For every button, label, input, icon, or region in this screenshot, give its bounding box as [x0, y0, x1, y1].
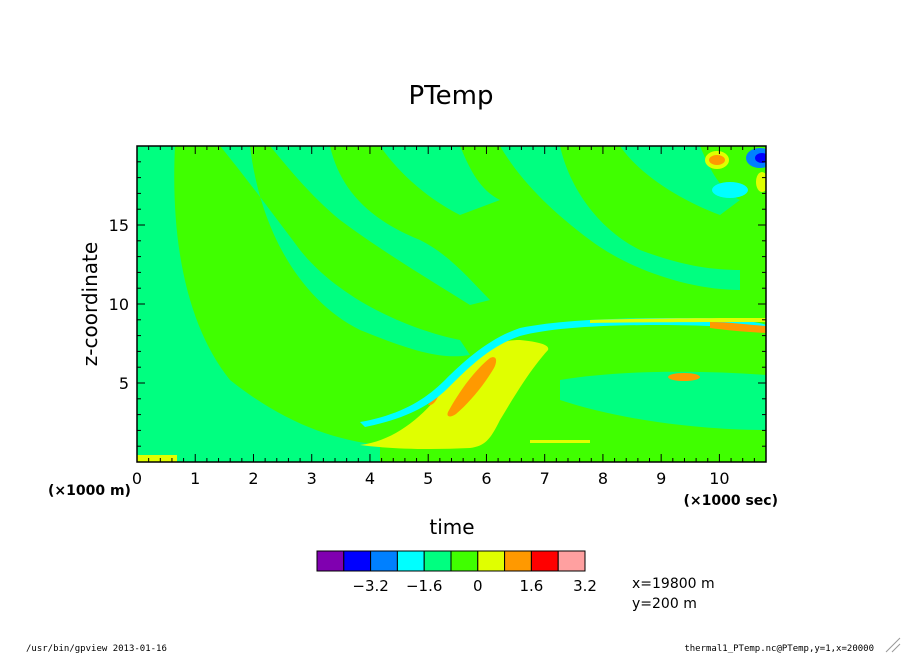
colorbar-tick-label: 1.6: [519, 577, 543, 595]
warm-stripe: [710, 322, 766, 333]
colorbar-swatch: [477, 550, 506, 572]
y-tick-label: 15: [109, 216, 129, 235]
footer-left: /usr/bin/gpview 2013-01-16: [26, 644, 167, 654]
field-band: [500, 146, 740, 290]
warm-stripe: [590, 318, 766, 323]
x-ticks: 0 1 2 3 4 5 6 7 8 9 10: [132, 146, 767, 488]
warm-spot: [756, 172, 766, 192]
colorbar-tick-label: 3.2: [573, 577, 597, 595]
field-band: [380, 146, 500, 215]
colorbar-swatch: [557, 550, 586, 572]
cold-spot: [755, 153, 766, 163]
plot-area: [137, 146, 766, 462]
colorbar-swatch: [450, 550, 479, 572]
colorbar-swatch: [396, 550, 425, 572]
colorbar-tick-label: −1.6: [406, 577, 442, 595]
y-tick-label: 5: [119, 374, 129, 393]
x-tick-label: 7: [540, 469, 550, 488]
x-tick-label: 4: [365, 469, 375, 488]
chart-title: PTemp: [409, 81, 494, 111]
colorbar-swatch: [423, 550, 452, 572]
warm-stripe: [530, 440, 590, 443]
colorbar-tick-label: −3.2: [352, 577, 388, 595]
field-band: [137, 200, 220, 440]
warm-plume: [360, 340, 549, 449]
x-tick-label: 5: [423, 469, 433, 488]
x-tick-label: 1: [190, 469, 200, 488]
field-band: [620, 146, 740, 215]
colorbar-swatch: [343, 550, 372, 572]
x-tick-label: 3: [307, 469, 317, 488]
x-tick-label: 6: [481, 469, 491, 488]
warm-core: [447, 357, 497, 417]
y-axis-label: z-coordinate: [78, 242, 102, 366]
x-tick-label: 0: [132, 469, 142, 488]
x-tick-label: 2: [248, 469, 258, 488]
annotation-x: x=19800 m: [632, 576, 715, 592]
colorbar-swatch: [530, 550, 559, 572]
x-tick-label: 8: [598, 469, 608, 488]
warm-stripe: [137, 455, 177, 462]
field-band: [270, 146, 490, 305]
colorbar-swatch: [316, 550, 345, 572]
field-band: [137, 146, 380, 462]
warm-spot: [668, 373, 700, 381]
x-tick-label: 10: [709, 469, 729, 488]
y-tick-label: 10: [109, 295, 129, 314]
y-ticks: 5 10 15: [109, 161, 766, 447]
colorbar-swatch: [370, 550, 398, 572]
x-axis-label: time: [429, 515, 474, 539]
colorbar-tick-label: 0: [473, 577, 483, 595]
field-band: [560, 371, 766, 430]
x-tick-label: 9: [656, 469, 666, 488]
colorbar: [316, 550, 586, 572]
colorbar-tick-labels: −3.2 −1.6 0 1.6 3.2: [352, 577, 597, 595]
colorbar-swatch: [504, 550, 532, 572]
warm-spot: [709, 155, 725, 165]
cold-arc: [360, 318, 766, 427]
annotation-y: y=200 m: [632, 596, 697, 612]
footer-right: thermal1_PTemp.nc@PTemp,y=1,x=20000: [684, 644, 874, 654]
x-unit-label: (×1000 sec): [684, 493, 779, 509]
y-unit-label: (×1000 m): [48, 483, 131, 499]
resize-grip-icon[interactable]: [885, 637, 901, 653]
cold-spot: [712, 182, 748, 198]
